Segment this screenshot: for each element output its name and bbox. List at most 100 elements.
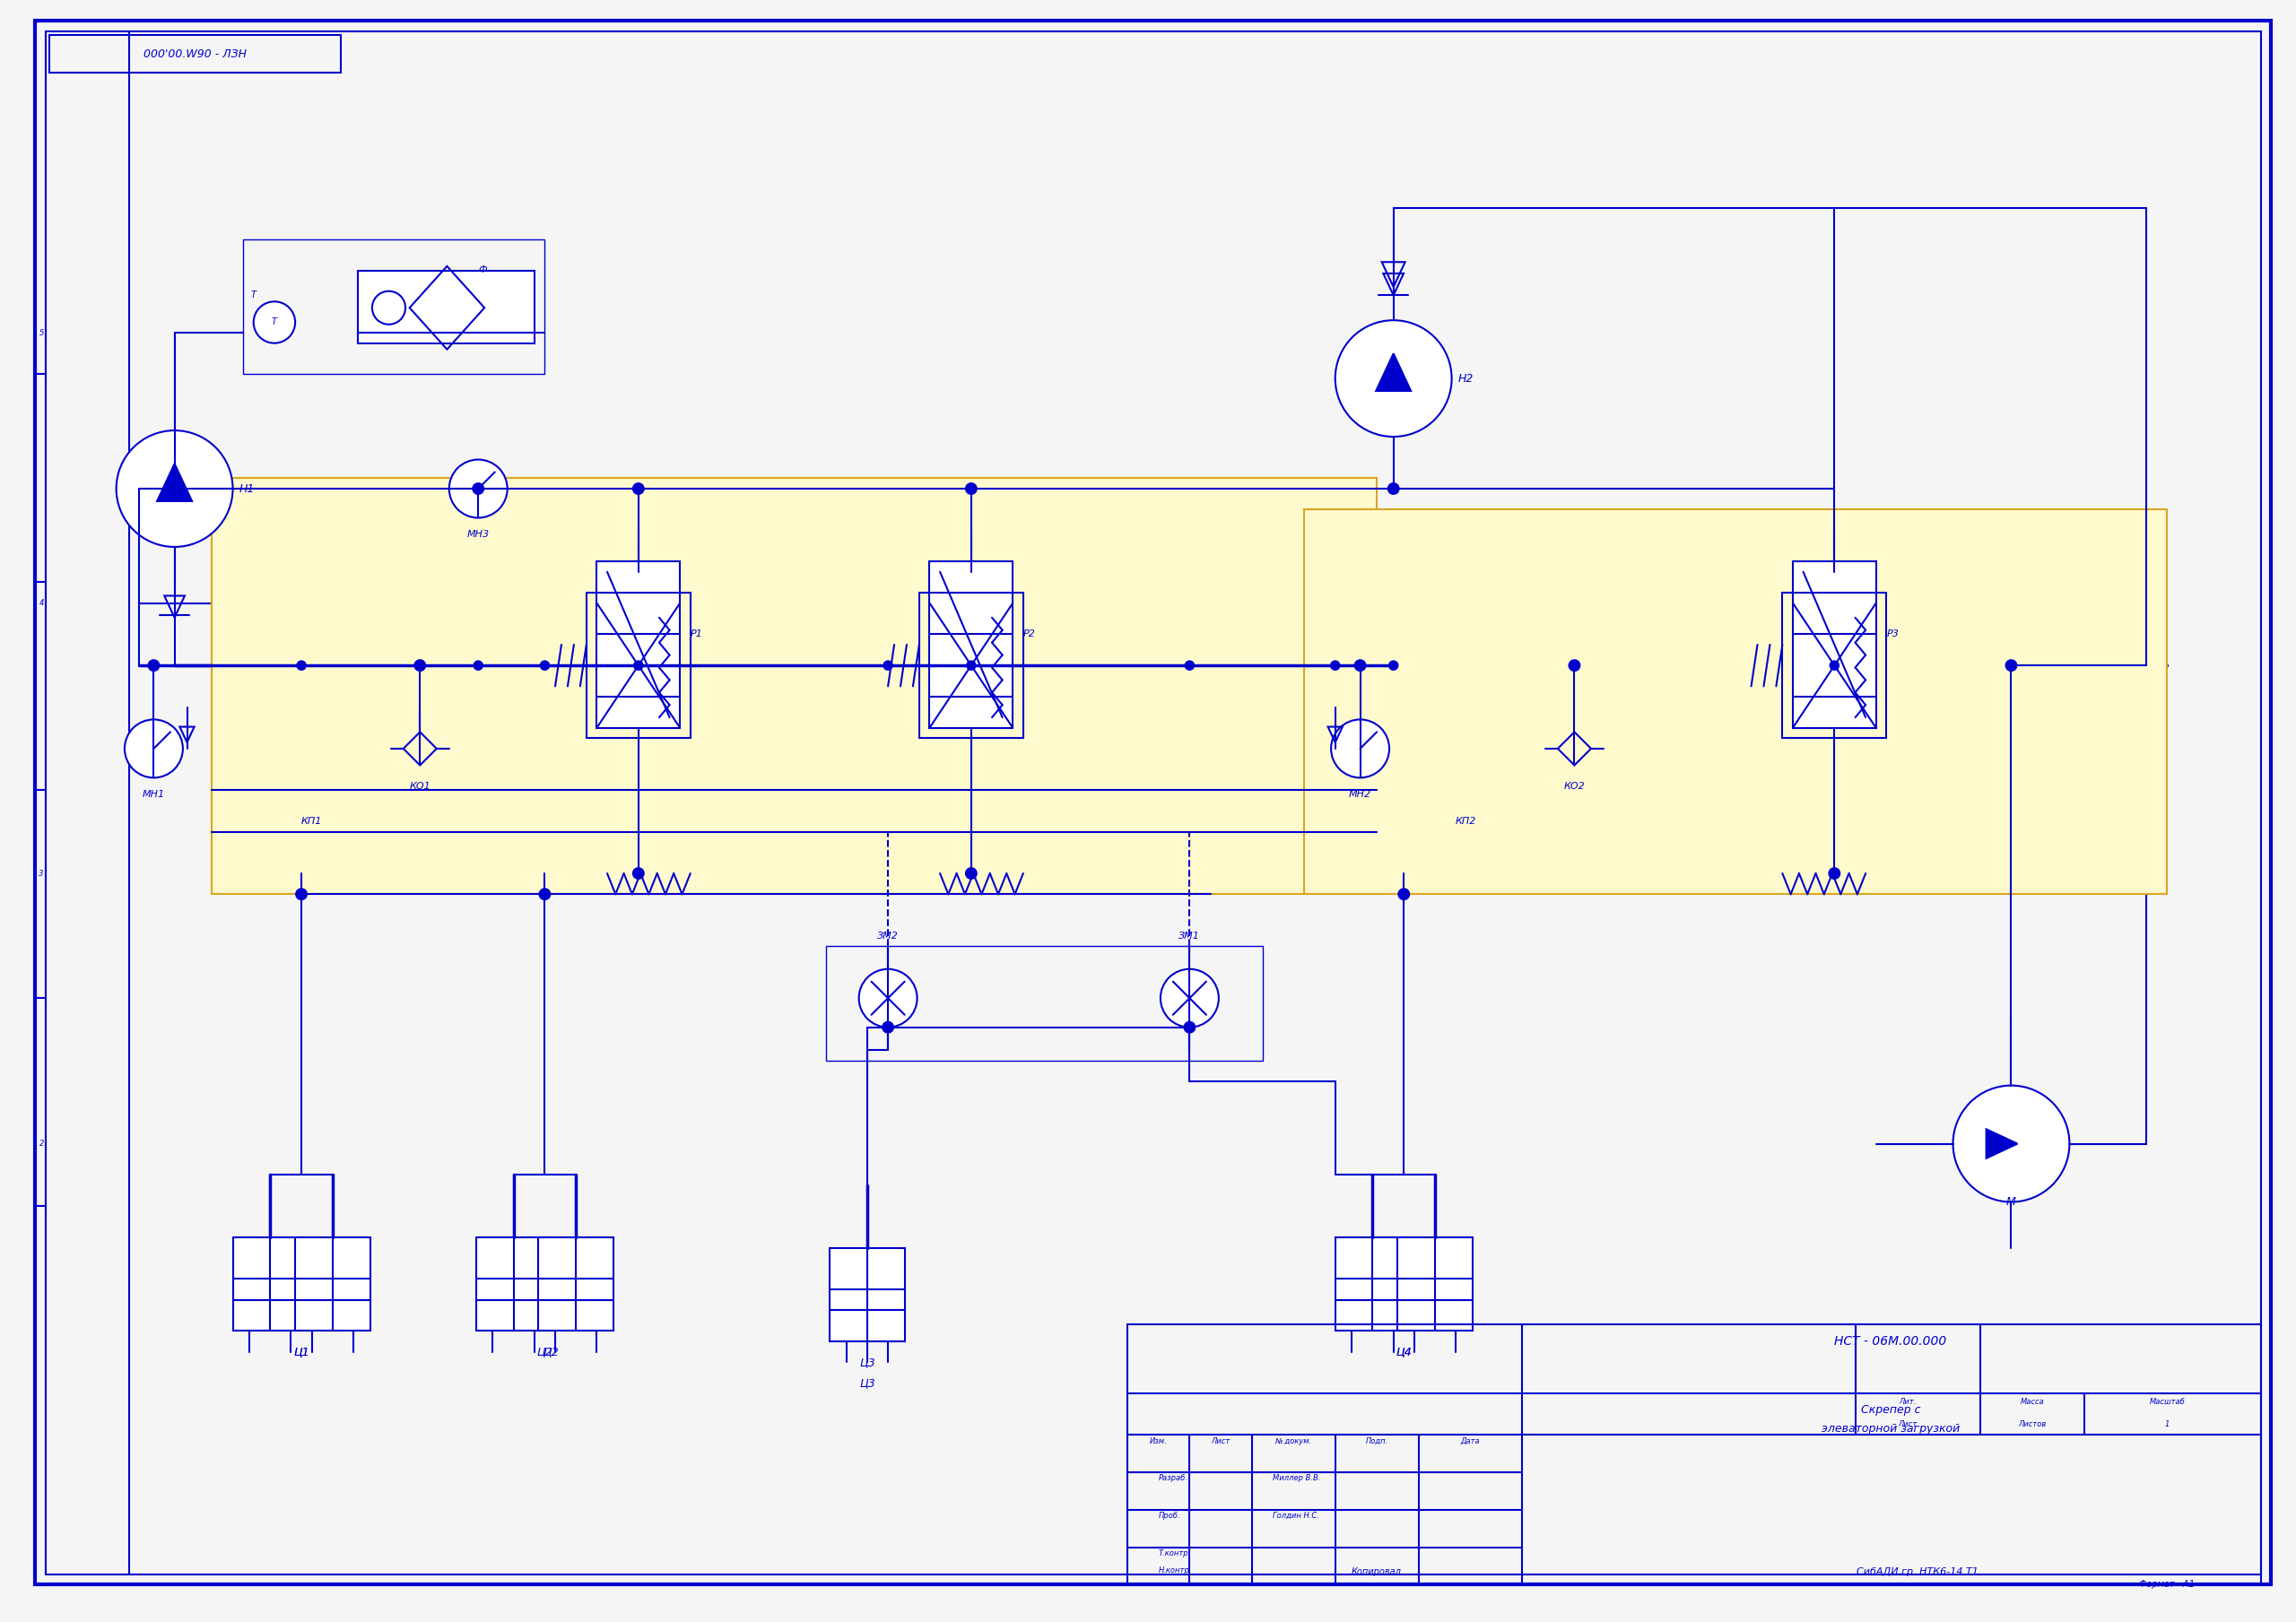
Polygon shape: [156, 464, 193, 501]
Circle shape: [473, 482, 484, 495]
Circle shape: [473, 660, 484, 670]
Bar: [358, 271, 535, 344]
Circle shape: [1954, 1085, 2069, 1202]
Bar: [1398, 1238, 1472, 1332]
Text: Н2: Н2: [1458, 373, 1474, 384]
Text: Разраб.: Разраб.: [1159, 1474, 1187, 1483]
Circle shape: [117, 430, 232, 547]
Circle shape: [859, 968, 916, 1027]
Circle shape: [631, 868, 645, 879]
Text: Ф: Ф: [478, 266, 487, 274]
Bar: [930, 561, 1013, 728]
Text: КП2: КП2: [1456, 817, 1476, 826]
Text: Копировал: Копировал: [1352, 1567, 1403, 1577]
Text: Ц4: Ц4: [1396, 1346, 1412, 1358]
Text: Ц3: Ц3: [859, 1356, 875, 1367]
Text: Н.контр.: Н.контр.: [1159, 1565, 1192, 1573]
Text: Р1: Р1: [691, 629, 703, 639]
Circle shape: [1398, 887, 1410, 900]
Bar: [827, 946, 1263, 1061]
Circle shape: [882, 660, 893, 670]
Text: Ц4: Ц4: [1396, 1346, 1412, 1358]
Circle shape: [1355, 659, 1366, 672]
Text: 1: 1: [2165, 1421, 2170, 1429]
Circle shape: [1329, 660, 1341, 670]
Text: Лист: Лист: [1212, 1437, 1231, 1445]
Text: Ц3: Ц3: [859, 1377, 875, 1388]
Circle shape: [416, 660, 425, 670]
Circle shape: [296, 887, 308, 900]
Circle shape: [1828, 868, 1841, 879]
Circle shape: [253, 302, 296, 344]
Text: 000'00.W90 - ЛЗН: 000'00.W90 - ЛЗН: [145, 49, 248, 60]
Bar: [296, 1238, 370, 1332]
Text: Ц1: Ц1: [294, 1346, 310, 1358]
Bar: [1793, 561, 1876, 728]
Text: Ц1: Ц1: [294, 1346, 310, 1358]
Text: № докум.: № докум.: [1274, 1437, 1311, 1445]
Circle shape: [1830, 660, 1839, 670]
Bar: [1304, 509, 2167, 894]
Circle shape: [1185, 660, 1194, 670]
Bar: [585, 592, 691, 738]
Circle shape: [631, 482, 645, 495]
Text: Листов: Листов: [2018, 1421, 2046, 1429]
Text: КП1: КП1: [301, 817, 321, 826]
Bar: [232, 1238, 308, 1332]
Bar: [829, 1247, 905, 1341]
Circle shape: [967, 660, 976, 670]
Circle shape: [1568, 660, 1580, 670]
Text: Проб.: Проб.: [1159, 1512, 1180, 1520]
Circle shape: [413, 659, 427, 672]
Bar: [51, 36, 340, 73]
Text: Лит.: Лит.: [1899, 1398, 1915, 1406]
Bar: [1336, 1238, 1410, 1332]
Circle shape: [540, 660, 551, 670]
Circle shape: [882, 1020, 893, 1033]
Text: Изм.: Изм.: [1150, 1437, 1166, 1445]
Circle shape: [634, 660, 643, 670]
Circle shape: [1159, 968, 1219, 1027]
Circle shape: [124, 720, 184, 777]
Text: Ц2: Ц2: [537, 1346, 553, 1358]
Circle shape: [296, 660, 308, 670]
Text: МН3: МН3: [466, 530, 489, 539]
Bar: [243, 238, 544, 375]
Text: ЗМ2: ЗМ2: [877, 931, 898, 941]
Text: НСТ - 06М.00.000: НСТ - 06М.00.000: [1835, 1335, 1947, 1348]
Bar: [211, 478, 1378, 894]
Bar: [540, 1238, 613, 1332]
Text: Дата: Дата: [1460, 1437, 1481, 1445]
Text: Ц2: Ц2: [544, 1346, 558, 1358]
Circle shape: [1355, 660, 1366, 670]
Text: МН2: МН2: [1348, 790, 1371, 800]
Circle shape: [1182, 1020, 1196, 1033]
Text: элеваторной загрузкой: элеваторной загрузкой: [1821, 1422, 1961, 1434]
Bar: [1782, 592, 1887, 738]
Circle shape: [1389, 660, 1398, 670]
Text: 2: 2: [39, 1140, 44, 1148]
Text: 5: 5: [39, 329, 44, 337]
Text: Масштаб: Масштаб: [2149, 1398, 2186, 1406]
Text: Голдин Н.С.: Голдин Н.С.: [1272, 1512, 1320, 1520]
Text: МН1: МН1: [142, 790, 165, 800]
Text: 4: 4: [39, 599, 44, 607]
Circle shape: [2004, 659, 2018, 672]
Circle shape: [147, 659, 161, 672]
Circle shape: [450, 459, 507, 517]
Polygon shape: [1986, 1129, 2018, 1158]
Text: КО2: КО2: [1564, 782, 1584, 790]
Text: СибАДИ,гр. НТК6-14.Т1: СибАДИ,гр. НТК6-14.Т1: [1857, 1567, 1979, 1577]
Text: 3: 3: [39, 869, 44, 878]
Bar: [918, 592, 1024, 738]
Text: Лист: Лист: [1899, 1421, 1917, 1429]
Polygon shape: [1375, 354, 1412, 391]
Circle shape: [964, 868, 978, 879]
Text: Миллер В.В.: Миллер В.В.: [1272, 1474, 1320, 1483]
Text: Подп.: Подп.: [1366, 1437, 1389, 1445]
Text: Р2: Р2: [1024, 629, 1035, 639]
Circle shape: [372, 290, 406, 324]
Text: Р3: Р3: [1887, 629, 1899, 639]
Circle shape: [1332, 720, 1389, 777]
Text: ЗМ1: ЗМ1: [1178, 931, 1201, 941]
